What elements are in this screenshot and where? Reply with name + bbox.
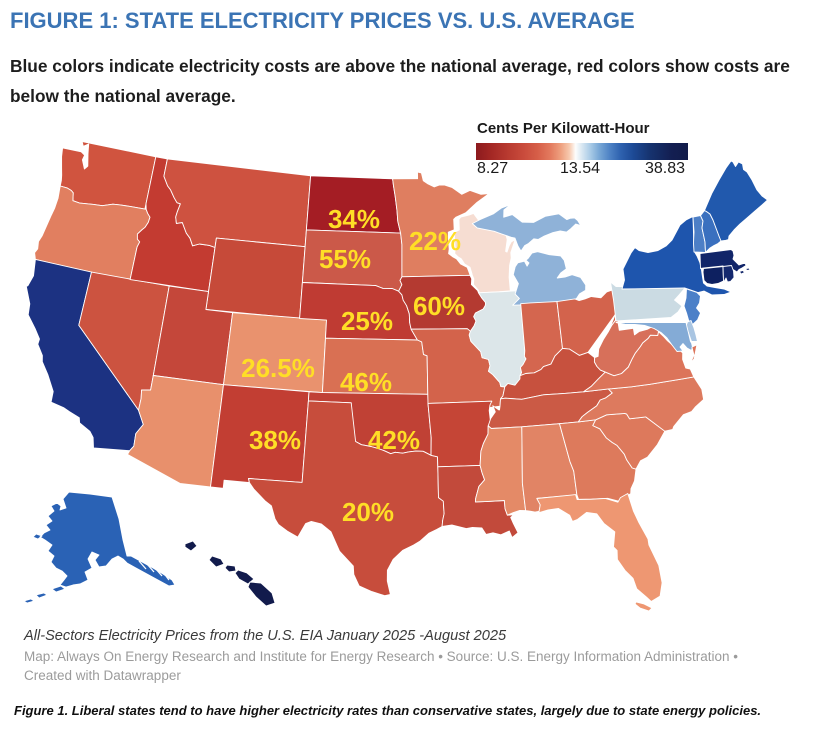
svg-text:42%: 42%: [368, 425, 420, 455]
svg-text:55%: 55%: [319, 244, 371, 274]
svg-text:25%: 25%: [341, 306, 393, 336]
svg-text:22%: 22%: [409, 226, 461, 256]
svg-text:60%: 60%: [413, 291, 465, 321]
svg-text:46%: 46%: [340, 367, 392, 397]
svg-text:38%: 38%: [249, 425, 301, 455]
svg-text:34%: 34%: [328, 204, 380, 234]
svg-text:26.5%: 26.5%: [241, 353, 315, 383]
svg-text:20%: 20%: [342, 497, 394, 527]
